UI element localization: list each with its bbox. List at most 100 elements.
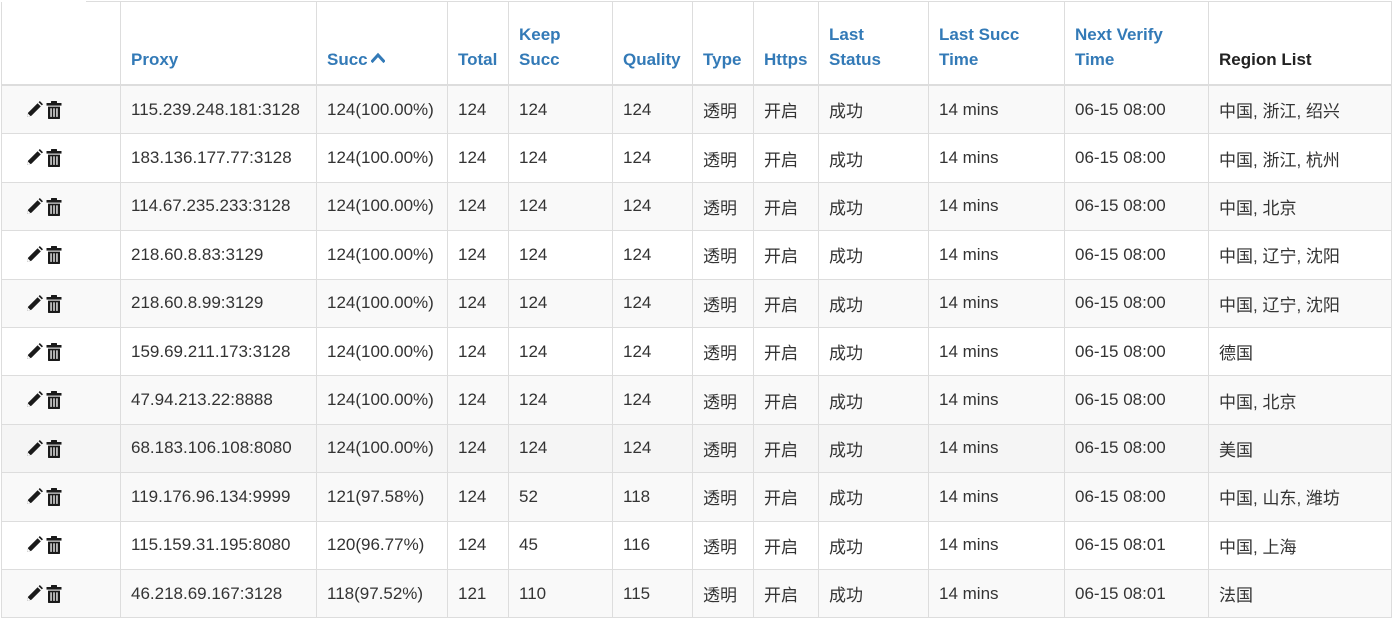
table-header: Proxy Succ Total Keep Succ Quality Type H… xyxy=(1,1,1392,86)
cell-https: 开启 xyxy=(753,84,819,135)
cell-proxy: 159.69.211.173:3128 xyxy=(120,326,317,377)
header-succ[interactable]: Succ xyxy=(316,1,448,86)
pencil-icon[interactable] xyxy=(24,487,44,507)
cell-next-verify-time: 06-15 08:01 xyxy=(1064,568,1209,618)
cell-proxy: 115.159.31.195:8080 xyxy=(120,520,317,570)
pencil-icon[interactable] xyxy=(24,245,44,265)
cell-keep-succ: 124 xyxy=(508,181,613,232)
header-next-verify-time-label-1: Next Verify xyxy=(1075,25,1163,44)
header-total[interactable]: Total xyxy=(447,1,509,86)
cell-last-status: 成功 xyxy=(818,472,929,522)
header-actions xyxy=(1,1,121,86)
row-actions xyxy=(1,375,121,425)
cell-https: 开启 xyxy=(753,472,819,522)
cell-next-verify-time: 06-15 08:00 xyxy=(1064,278,1209,328)
pencil-icon[interactable] xyxy=(24,584,44,604)
header-last-succ-time-label-2: Time xyxy=(939,50,979,69)
cell-succ: 118(97.52%) xyxy=(316,568,448,618)
trash-icon[interactable] xyxy=(44,390,64,410)
cell-keep-succ: 124 xyxy=(508,278,613,328)
cell-succ: 124(100.00%) xyxy=(316,133,448,183)
pencil-icon[interactable] xyxy=(24,342,44,362)
pencil-icon[interactable] xyxy=(24,197,44,217)
pencil-icon[interactable] xyxy=(24,535,44,555)
cell-quality: 116 xyxy=(612,520,693,570)
table-row: 159.69.211.173:3128 124(100.00%) 124 124… xyxy=(1,326,1392,377)
cell-next-verify-time: 06-15 08:01 xyxy=(1064,520,1209,570)
trash-icon[interactable] xyxy=(44,342,64,362)
row-actions xyxy=(1,230,121,280)
cell-keep-succ: 52 xyxy=(508,472,613,522)
table-row: 115.239.248.181:3128 124(100.00%) 124 12… xyxy=(1,84,1392,135)
cell-last-succ-time: 14 mins xyxy=(928,472,1065,522)
header-last-succ-time[interactable]: Last Succ Time xyxy=(928,1,1065,86)
cell-region: 中国, 辽宁, 沈阳 xyxy=(1208,230,1392,280)
cell-total: 124 xyxy=(447,375,509,425)
header-quality[interactable]: Quality xyxy=(612,1,693,86)
cell-succ: 124(100.00%) xyxy=(316,230,448,280)
pencil-icon[interactable] xyxy=(24,100,44,120)
header-https[interactable]: Https xyxy=(753,1,819,86)
cell-quality: 124 xyxy=(612,133,693,183)
cell-succ: 121(97.58%) xyxy=(316,472,448,522)
row-actions xyxy=(1,326,121,377)
header-type[interactable]: Type xyxy=(692,1,754,86)
trash-icon[interactable] xyxy=(44,487,64,507)
chevron-up-icon xyxy=(370,45,386,70)
cell-next-verify-time: 06-15 08:00 xyxy=(1064,84,1209,135)
header-type-label: Type xyxy=(703,50,742,69)
header-keep-succ[interactable]: Keep Succ xyxy=(508,1,613,86)
cell-region: 德国 xyxy=(1208,326,1392,377)
cell-quality: 118 xyxy=(612,472,693,522)
trash-icon[interactable] xyxy=(44,148,64,168)
trash-icon[interactable] xyxy=(44,535,64,555)
cell-region: 中国, 辽宁, 沈阳 xyxy=(1208,278,1392,328)
row-actions xyxy=(1,133,121,183)
cell-last-status: 成功 xyxy=(818,181,929,232)
cell-succ: 124(100.00%) xyxy=(316,375,448,425)
cell-region: 中国, 浙江, 杭州 xyxy=(1208,133,1392,183)
cell-total: 121 xyxy=(447,568,509,618)
cell-proxy: 68.183.106.108:8080 xyxy=(120,423,317,474)
cell-quality: 124 xyxy=(612,423,693,474)
trash-icon[interactable] xyxy=(44,100,64,120)
header-next-verify-time[interactable]: Next Verify Time xyxy=(1064,1,1209,86)
cell-last-succ-time: 14 mins xyxy=(928,568,1065,618)
cell-quality: 115 xyxy=(612,568,693,618)
header-proxy[interactable]: Proxy xyxy=(120,1,317,86)
header-region-list: Region List xyxy=(1208,1,1392,86)
cell-keep-succ: 124 xyxy=(508,230,613,280)
trash-icon[interactable] xyxy=(44,294,64,314)
cell-type: 透明 xyxy=(692,230,754,280)
cell-quality: 124 xyxy=(612,181,693,232)
header-https-label: Https xyxy=(764,50,808,69)
header-row: Proxy Succ Total Keep Succ Quality Type H… xyxy=(1,1,1392,86)
pencil-icon[interactable] xyxy=(24,439,44,459)
trash-icon[interactable] xyxy=(44,439,64,459)
cell-next-verify-time: 06-15 08:00 xyxy=(1064,375,1209,425)
cell-quality: 124 xyxy=(612,278,693,328)
pencil-icon[interactable] xyxy=(24,148,44,168)
row-actions xyxy=(1,472,121,522)
trash-icon[interactable] xyxy=(44,245,64,265)
cell-succ: 124(100.00%) xyxy=(316,423,448,474)
cell-total: 124 xyxy=(447,326,509,377)
cell-region: 法国 xyxy=(1208,568,1392,618)
trash-icon[interactable] xyxy=(44,584,64,604)
cell-next-verify-time: 06-15 08:00 xyxy=(1064,423,1209,474)
cell-last-succ-time: 14 mins xyxy=(928,230,1065,280)
pencil-icon[interactable] xyxy=(24,390,44,410)
cell-https: 开启 xyxy=(753,375,819,425)
cell-succ: 124(100.00%) xyxy=(316,326,448,377)
header-last-status[interactable]: Last Status xyxy=(818,1,929,86)
trash-icon[interactable] xyxy=(44,197,64,217)
table-row: 46.218.69.167:3128 118(97.52%) 121 110 1… xyxy=(1,568,1392,618)
pencil-icon[interactable] xyxy=(24,294,44,314)
cell-region: 中国, 北京 xyxy=(1208,375,1392,425)
table-row: 114.67.235.233:3128 124(100.00%) 124 124… xyxy=(1,181,1392,232)
cell-last-status: 成功 xyxy=(818,423,929,474)
row-actions xyxy=(1,520,121,570)
cell-total: 124 xyxy=(447,472,509,522)
cell-type: 透明 xyxy=(692,520,754,570)
cell-last-status: 成功 xyxy=(818,375,929,425)
